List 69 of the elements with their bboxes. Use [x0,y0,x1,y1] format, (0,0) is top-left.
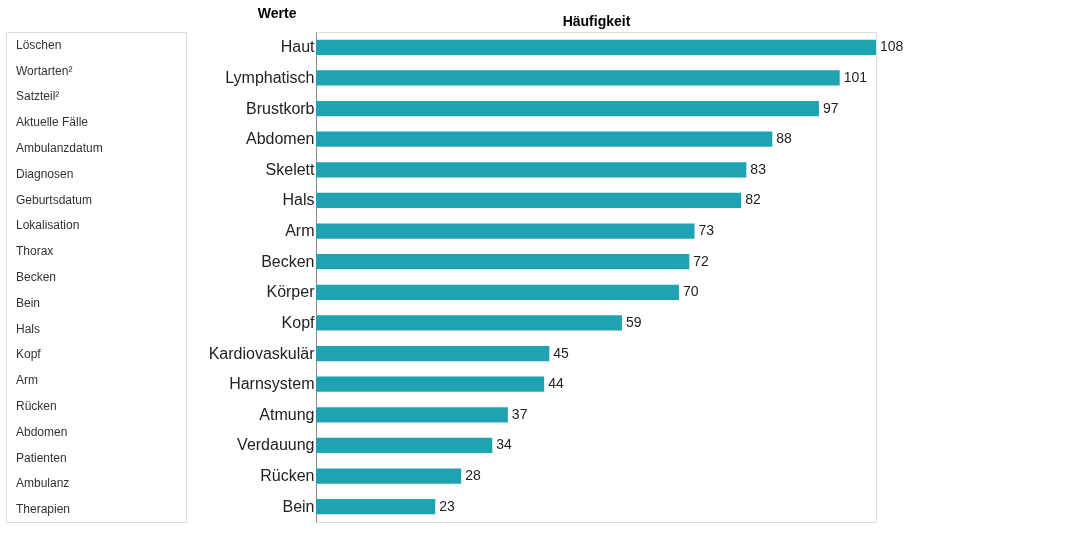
data-label: 45 [553,344,570,361]
y-tick-label: Körper [266,283,316,301]
y-tick-label: Bein [282,497,315,515]
bar [316,437,493,454]
bar [316,100,819,117]
text: Patienten [16,450,67,465]
y-tick-label: Haut [280,38,316,56]
text: Becken [16,270,57,284]
bar [316,223,695,239]
y-tick-label: Brustkorb [246,99,315,117]
bar [316,499,436,515]
data-label: 73 [698,222,715,239]
bar [316,162,747,178]
data-label: 59 [625,313,642,330]
text: Satzteil² [16,89,60,104]
text: Ambulanz [16,476,70,491]
bar [316,131,773,147]
bar [316,376,545,392]
data-label: 70 [682,283,699,300]
data-label: 23 [439,497,456,514]
y-tick-label: Lymphatisch [225,68,315,86]
text: Abdomen [16,424,68,439]
y-tick-label: Verdauung [237,436,315,454]
bar [316,284,679,300]
text: Löschen [16,37,62,52]
text: Therapien [16,502,71,517]
data-label: 97 [822,99,839,116]
text: Kopf [16,347,42,362]
y-tick-label: Kopf [281,313,316,331]
bar [316,345,550,362]
text: Rücken [16,398,57,413]
y-tick-label: Harnsystem [229,375,315,393]
text: Ambulanzdatum [16,141,103,156]
data-label: 101 [843,68,868,85]
y-tick-label: Hals [282,191,315,209]
data-label: 28 [465,467,481,484]
y-tick-label: Becken [261,252,315,270]
y-axis-title: Werte [257,4,297,21]
bar [316,315,622,331]
text: Diagnosen [16,166,74,181]
data-label: 88 [776,130,793,147]
data-label: 83 [750,160,767,177]
text: Arm [16,373,38,388]
bar [316,407,508,423]
text: Hals [16,321,41,336]
y-tick-label: Atmung [259,405,315,423]
y-tick-label: Abdomen [246,130,315,148]
text: Thorax [16,244,54,259]
data-label: 108 [880,38,904,55]
text: Geburtsdatum [16,192,93,207]
y-tick-label: Arm [285,222,315,240]
data-label: 82 [745,191,761,208]
data-label: 37 [511,405,528,422]
y-tick-label: Rücken [260,467,315,485]
text: Wortarten² [16,63,73,78]
bar [316,468,462,484]
y-tick-label: Skelett [265,160,316,178]
bar [316,39,876,55]
data-label: 44 [548,375,564,392]
bar [316,254,690,270]
x-axis-title: Häufigkeit [562,12,631,29]
text: Aktuelle Fälle [16,115,89,130]
text: Bein [16,295,41,310]
y-tick-label: Kardiovaskulär [208,344,316,362]
data-label: 72 [693,252,710,269]
bar [316,70,840,86]
data-label: 34 [496,436,513,453]
text: Lokalisation [16,218,80,233]
bar [316,192,742,209]
